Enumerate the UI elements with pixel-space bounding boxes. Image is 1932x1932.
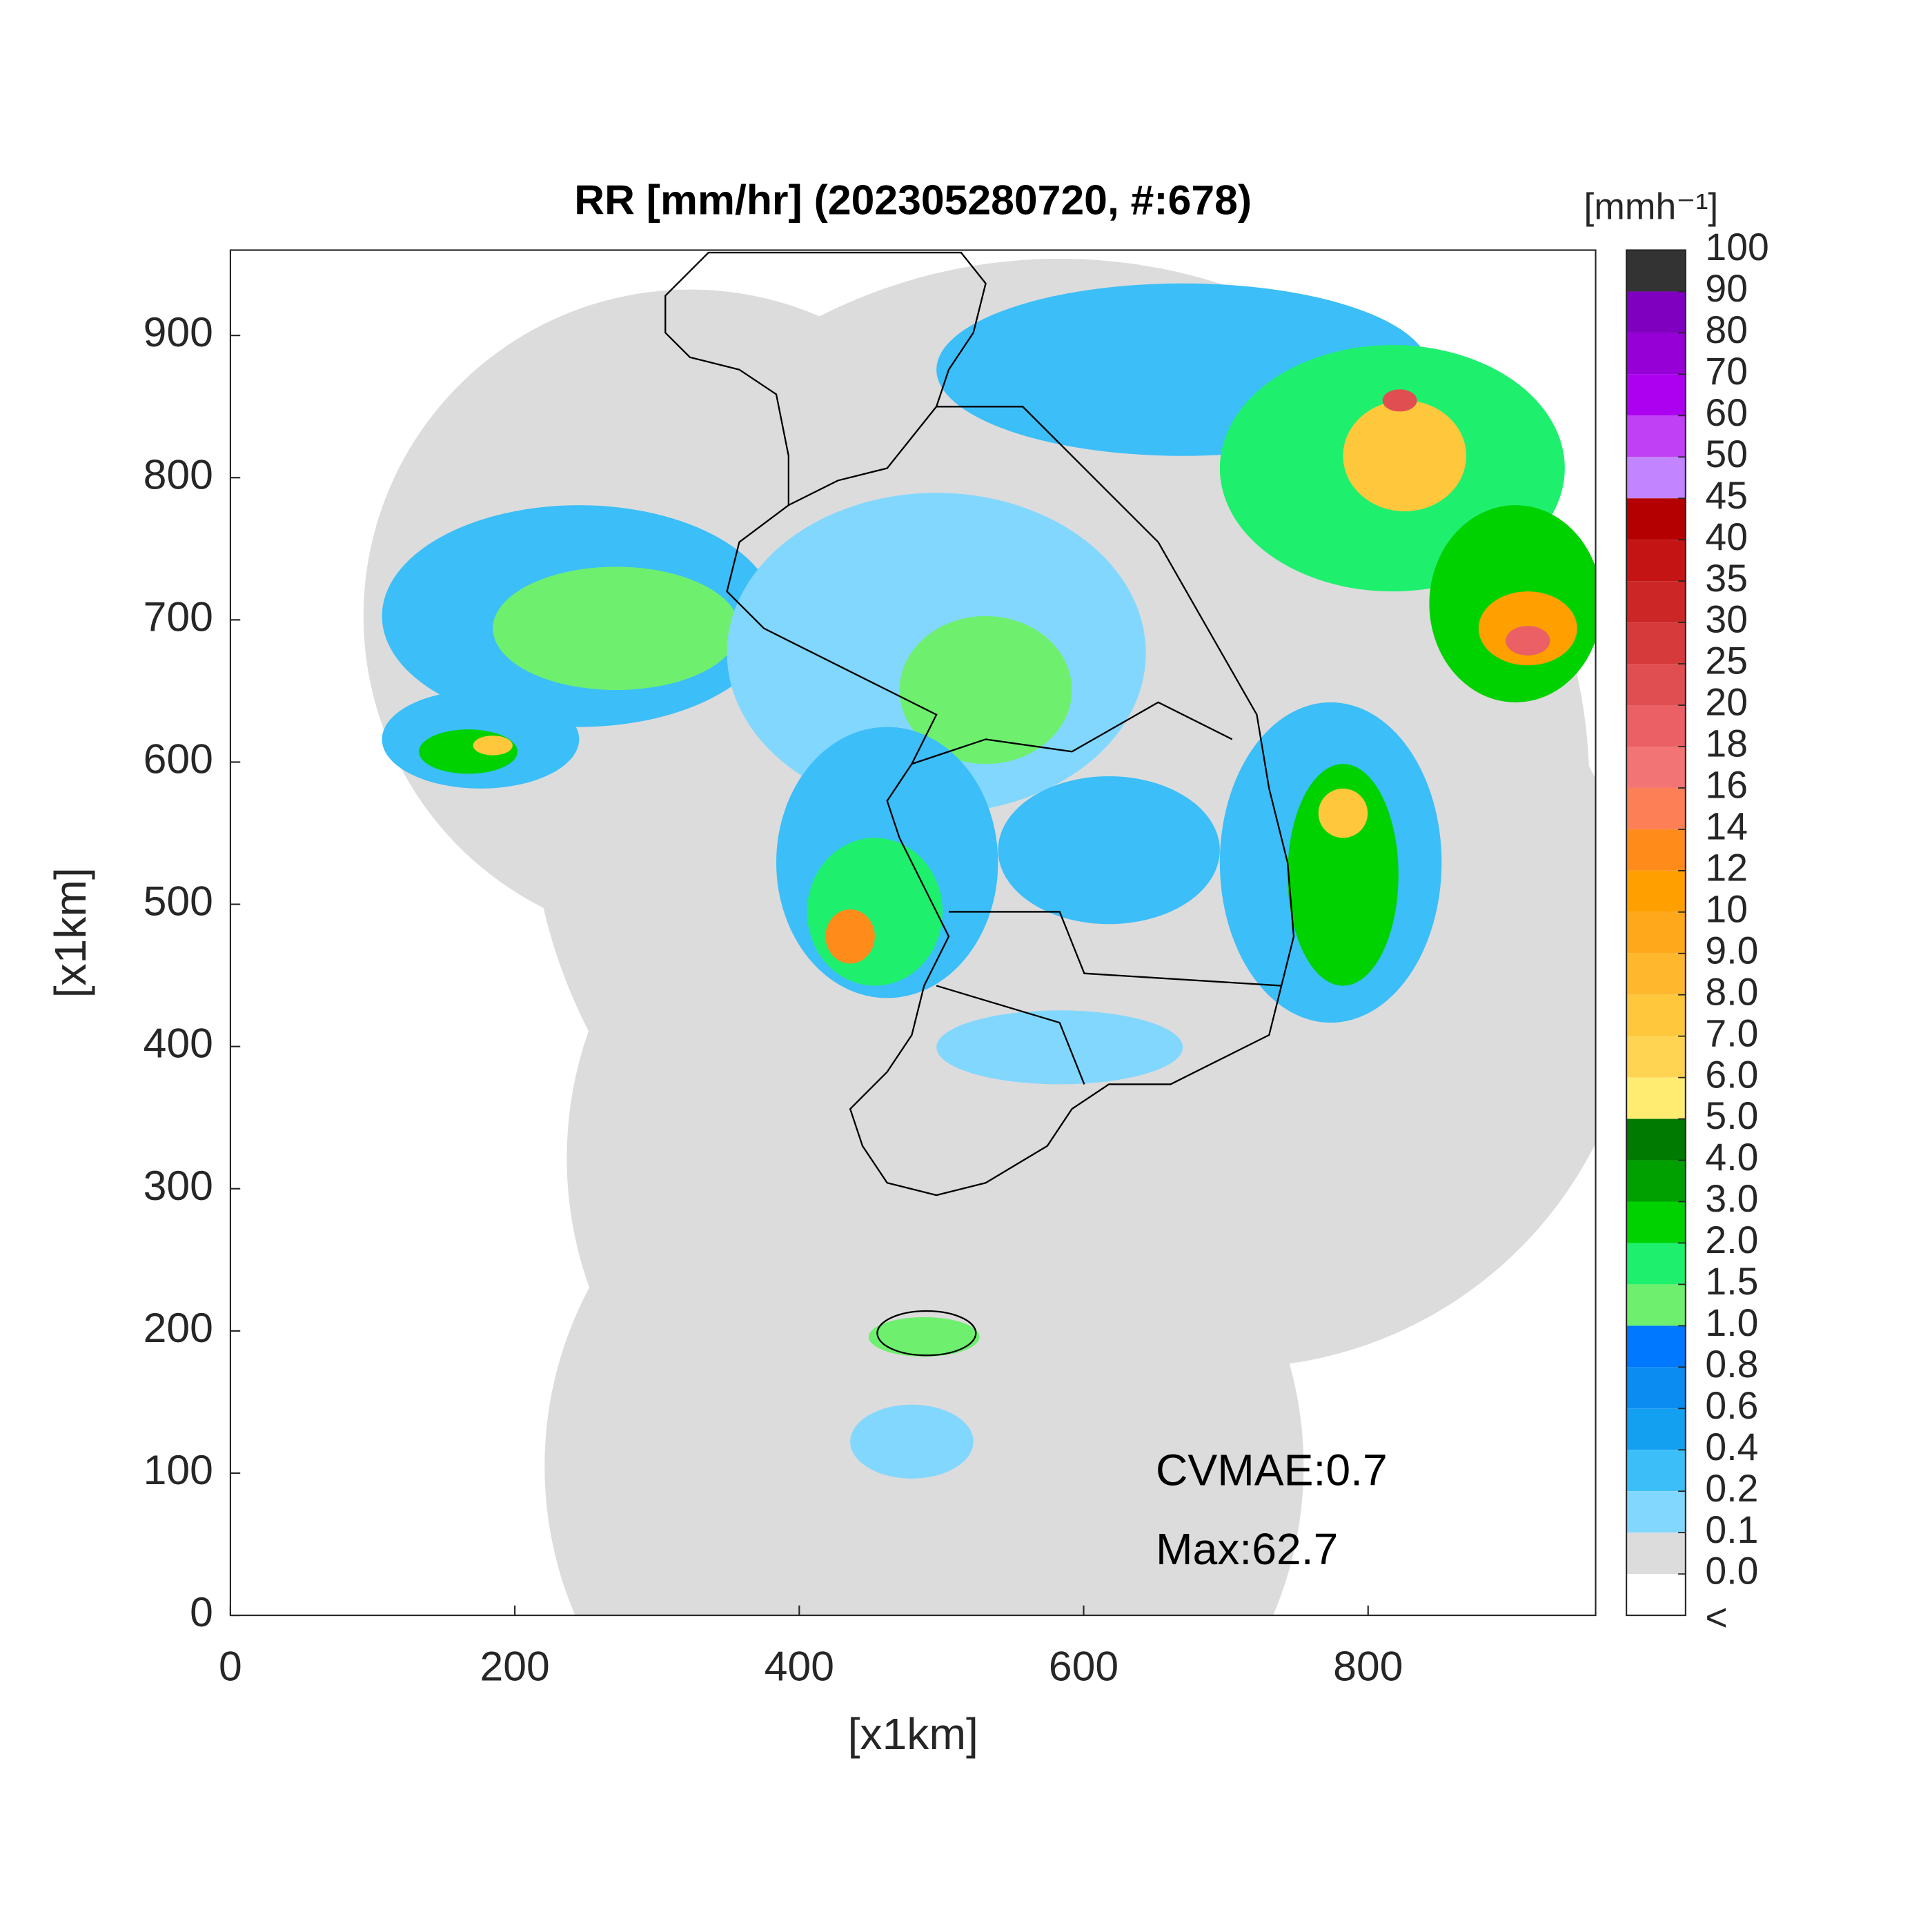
colorbar-band [1626, 953, 1686, 995]
colorbar-band [1626, 333, 1686, 375]
colorbar-band [1626, 787, 1686, 829]
colorbar-label: 12 [1705, 846, 1748, 889]
colorbar-label: 40 [1705, 515, 1748, 558]
x-tick-label: 400 [765, 1643, 834, 1690]
colorbar-label: 0.2 [1705, 1467, 1758, 1510]
y-tick-label: 300 [144, 1162, 213, 1209]
colorbar-label: 8.0 [1705, 970, 1758, 1013]
colorbar-band [1626, 374, 1686, 416]
colorbar-label: 0.6 [1705, 1384, 1758, 1427]
colorbar-label: 10 [1705, 887, 1748, 930]
x-tick-label: 200 [480, 1643, 549, 1690]
colorbar-label: 90 [1705, 267, 1748, 310]
colorbar-band [1626, 291, 1686, 333]
colorbar-label: < [1705, 1596, 1727, 1639]
y-tick-label: 700 [144, 593, 213, 640]
colorbar-label: 0.1 [1705, 1508, 1758, 1551]
x-tick-label: 800 [1333, 1643, 1403, 1690]
colorbar-band [1626, 870, 1686, 912]
x-tick-label: 0 [219, 1643, 242, 1690]
colorbar-label: 45 [1705, 474, 1748, 517]
colorbar-band [1626, 540, 1686, 582]
colorbar-band [1626, 1491, 1686, 1533]
colorbar-label: 30 [1705, 598, 1748, 641]
colorbar-frame [1626, 249, 1686, 1617]
colorbar-label: 0.4 [1705, 1426, 1758, 1468]
annotation: Max:62.7 [1156, 1524, 1338, 1574]
y-tick-label: 900 [144, 308, 213, 355]
coastline [664, 251, 1295, 1357]
plot-frame [229, 249, 1597, 1617]
rain-echoes [382, 283, 1596, 1479]
colorbar-band [1626, 994, 1686, 1036]
colorbar-label: 25 [1705, 640, 1748, 682]
y-tick-label: 0 [190, 1588, 213, 1635]
colorbar-label: 2.0 [1705, 1219, 1758, 1261]
chart-title: RR [mm/hr] (202305280720, #:678) [574, 177, 1252, 224]
colorbar-band [1626, 1243, 1686, 1285]
colorbar-label: 50 [1705, 433, 1748, 475]
y-tick-label: 800 [144, 451, 213, 497]
colorbar-band [1626, 829, 1686, 871]
colorbar-label: 14 [1705, 805, 1748, 848]
colorbar-band [1626, 415, 1686, 457]
colorbar-label: 60 [1705, 391, 1748, 434]
colorbar-band [1626, 911, 1686, 954]
colorbar-label: 9.0 [1705, 929, 1758, 972]
colorbar-label: 1.0 [1705, 1301, 1758, 1344]
colorbar-band [1626, 1325, 1686, 1368]
colorbar-label: 20 [1705, 681, 1748, 724]
colorbar-band [1626, 1574, 1686, 1616]
colorbar-band [1626, 746, 1686, 788]
colorbar-band [1626, 581, 1686, 623]
colorbar-label: 1.5 [1705, 1260, 1758, 1303]
colorbar-label: 80 [1705, 308, 1748, 351]
colorbar-band [1626, 1408, 1686, 1450]
colorbar-label: 4.0 [1705, 1136, 1758, 1179]
colorbar-band [1626, 1367, 1686, 1409]
annotation: CVMAE:0.7 [1156, 1446, 1388, 1495]
x-tick-label: 600 [1049, 1643, 1118, 1690]
colorbar-label: 70 [1705, 350, 1748, 393]
y-tick-label: 200 [144, 1304, 213, 1351]
colorbar-label: 0.0 [1705, 1550, 1758, 1593]
colorbar-band [1626, 1036, 1686, 1078]
radar-field [363, 251, 1596, 1616]
y-tick-label: 100 [144, 1446, 213, 1493]
colorbar-band [1626, 1450, 1686, 1492]
y-tick-label: 400 [144, 1020, 213, 1067]
colorbar-band [1626, 705, 1686, 747]
colorbar-band [1626, 1160, 1686, 1202]
colorbar-label: 0.8 [1705, 1343, 1758, 1386]
colorbar-label: 35 [1705, 557, 1748, 600]
colorbar-band [1626, 1284, 1686, 1326]
colorbar-label: 6.0 [1705, 1053, 1758, 1096]
colorbar-label: 18 [1705, 722, 1748, 765]
colorbar-label: 16 [1705, 764, 1748, 807]
colorbar-band [1626, 1077, 1686, 1119]
colorbar-label: 7.0 [1705, 1012, 1758, 1054]
colorbar-label: 100 [1705, 226, 1768, 268]
colorbar-label: 3.0 [1705, 1177, 1758, 1220]
colorbar-band [1626, 250, 1686, 292]
colorbar-band [1626, 457, 1686, 499]
y-tick-label: 500 [144, 878, 213, 925]
x-axis-label: [x1km] [848, 1709, 978, 1759]
colorbar-band [1626, 664, 1686, 706]
colorbar-label: 5.0 [1705, 1094, 1758, 1137]
colorbar-unit: [mmh⁻¹] [1584, 187, 1718, 228]
colorbar-band [1626, 498, 1686, 540]
y-axis-label: [x1km] [46, 867, 95, 998]
colorbar-band [1626, 1118, 1686, 1161]
colorbar-band [1626, 1201, 1686, 1243]
colorbar-band [1626, 622, 1686, 664]
y-tick-label: 600 [144, 735, 213, 782]
colorbar-band [1626, 1532, 1686, 1575]
